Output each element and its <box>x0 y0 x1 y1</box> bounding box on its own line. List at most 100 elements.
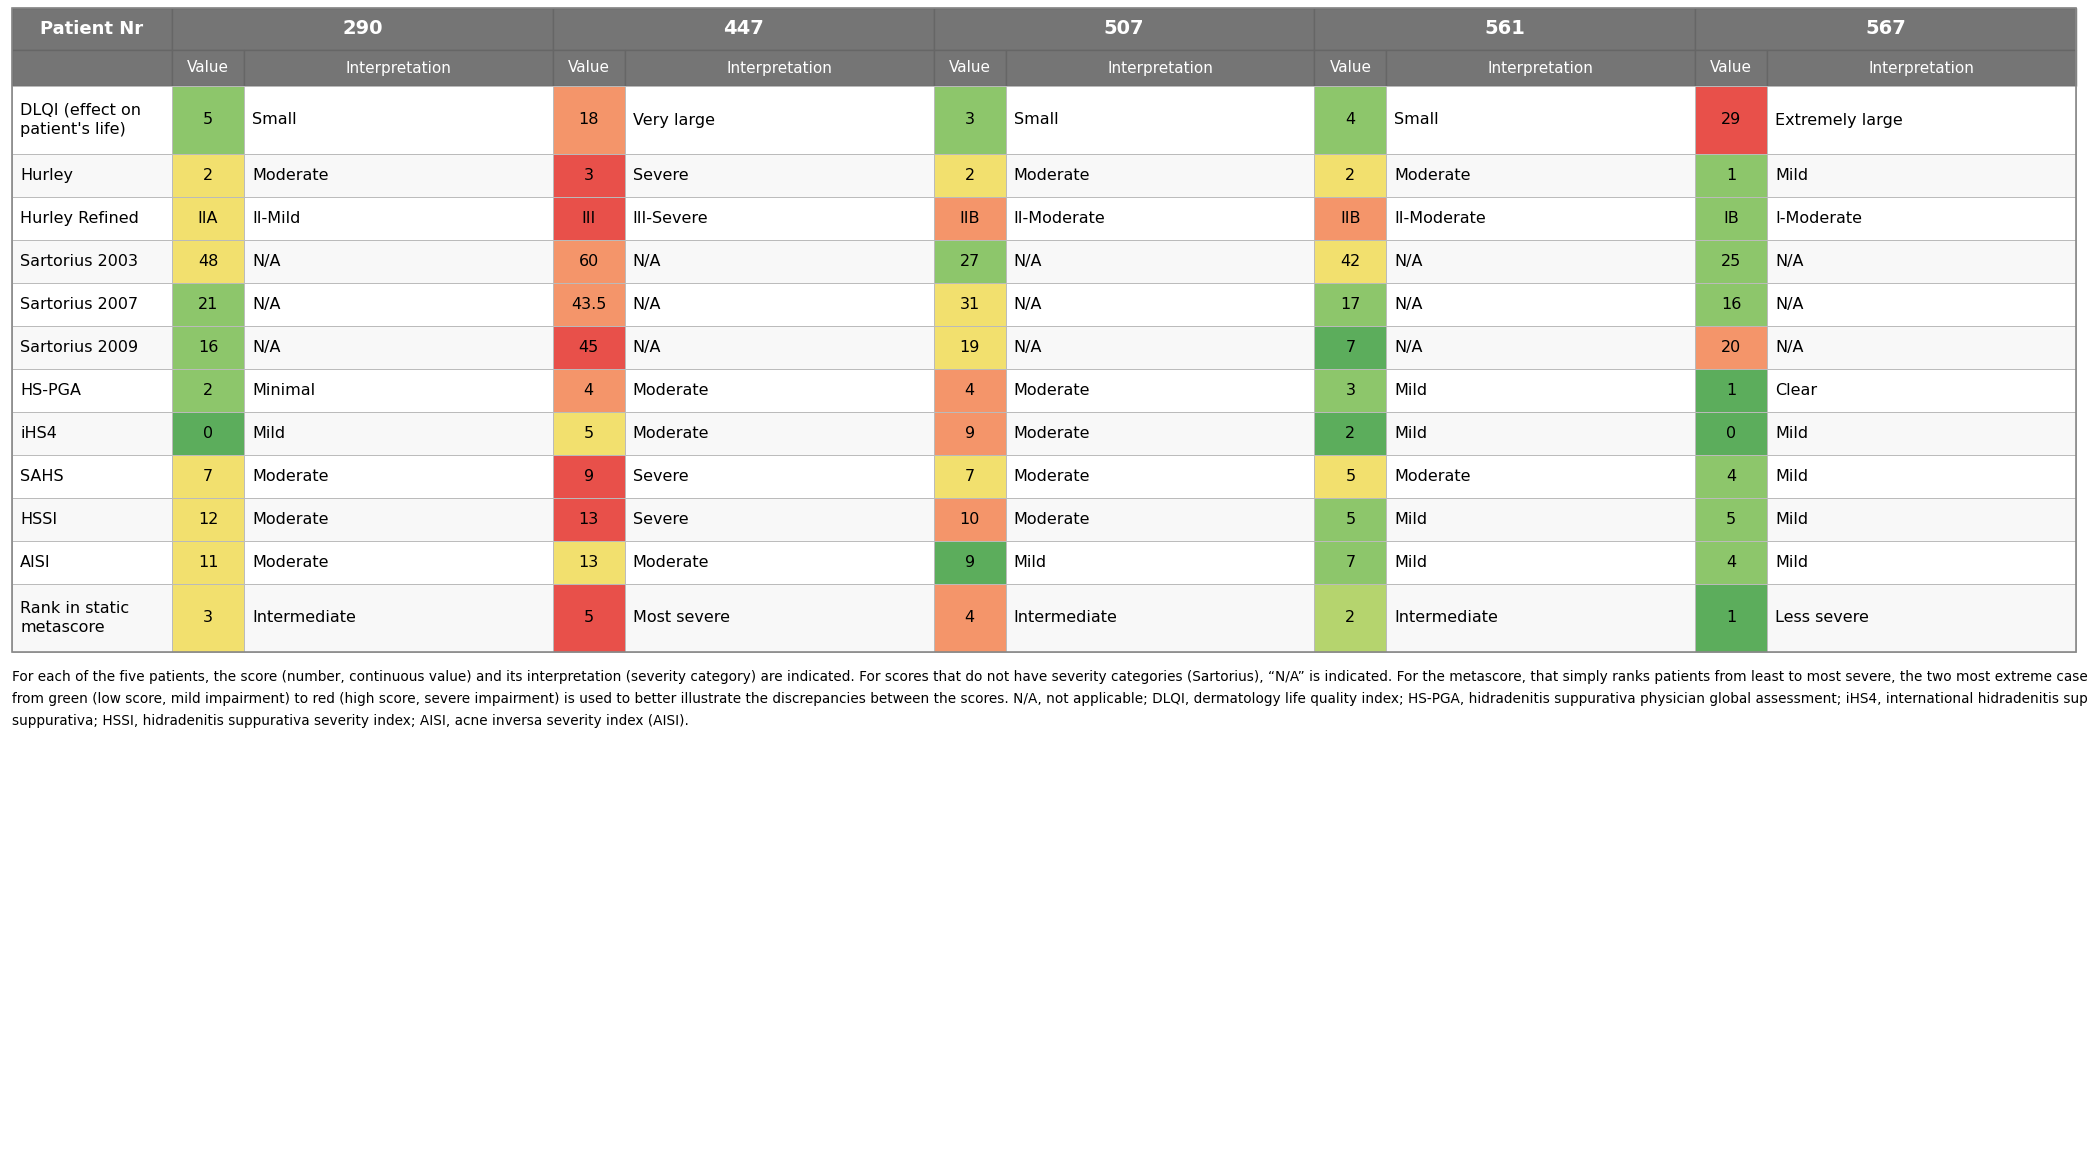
Bar <box>1695 369 1766 412</box>
Bar <box>624 326 933 369</box>
Text: For each of the five patients, the score (number, continuous value) and its inte: For each of the five patients, the score… <box>13 670 2088 728</box>
Bar <box>1766 154 2075 197</box>
Text: 4: 4 <box>1727 555 1737 570</box>
Bar <box>1695 154 1766 197</box>
Bar <box>1695 412 1766 455</box>
Bar <box>13 154 171 197</box>
Text: Interpretation: Interpretation <box>1869 61 1975 75</box>
Text: N/A: N/A <box>1395 255 1422 269</box>
Bar <box>1386 412 1695 455</box>
Text: Moderate: Moderate <box>633 384 710 398</box>
Bar <box>1315 499 1386 541</box>
Bar <box>1006 499 1315 541</box>
Text: IB: IB <box>1723 211 1739 226</box>
Bar <box>553 197 624 240</box>
Bar <box>624 455 933 499</box>
Bar <box>1315 584 1386 652</box>
Text: 9: 9 <box>965 555 975 570</box>
Text: N/A: N/A <box>253 297 280 312</box>
Bar <box>624 369 933 412</box>
Bar <box>553 541 624 584</box>
Text: 7: 7 <box>1345 555 1355 570</box>
Bar <box>1386 541 1695 584</box>
Text: 4: 4 <box>965 384 975 398</box>
Bar <box>1006 283 1315 326</box>
Bar <box>244 541 553 584</box>
Bar <box>553 326 624 369</box>
Text: 20: 20 <box>1721 340 1741 355</box>
Bar <box>624 240 933 283</box>
Text: Clear: Clear <box>1775 384 1817 398</box>
Bar <box>1315 326 1386 369</box>
Bar <box>171 541 244 584</box>
Text: IIB: IIB <box>1340 211 1361 226</box>
Text: Mild: Mild <box>1775 555 1808 570</box>
Text: 13: 13 <box>578 555 599 570</box>
Bar <box>933 455 1006 499</box>
Bar <box>553 154 624 197</box>
Bar <box>13 455 171 499</box>
Bar <box>171 455 244 499</box>
Text: Mild: Mild <box>1395 384 1428 398</box>
Bar <box>171 369 244 412</box>
Bar <box>933 197 1006 240</box>
Bar <box>553 584 624 652</box>
Bar <box>933 326 1006 369</box>
Bar <box>1315 86 1386 154</box>
Bar <box>933 499 1006 541</box>
Bar <box>1695 8 2075 50</box>
Bar <box>624 283 933 326</box>
Text: Moderate: Moderate <box>633 555 710 570</box>
Bar <box>1695 283 1766 326</box>
Text: Very large: Very large <box>633 113 714 128</box>
Text: 12: 12 <box>198 511 217 527</box>
Bar <box>1315 412 1386 455</box>
Text: Minimal: Minimal <box>253 384 315 398</box>
Text: Patient Nr: Patient Nr <box>40 20 144 38</box>
Bar <box>13 499 171 541</box>
Text: 2: 2 <box>203 384 213 398</box>
Text: Mild: Mild <box>1013 555 1046 570</box>
Bar <box>171 326 244 369</box>
Bar <box>624 197 933 240</box>
Bar <box>1006 86 1315 154</box>
Bar <box>1766 369 2075 412</box>
Text: 4: 4 <box>1345 113 1355 128</box>
Bar <box>1315 240 1386 283</box>
Bar <box>624 86 933 154</box>
Text: DLQI (effect on
patient's life): DLQI (effect on patient's life) <box>21 103 142 137</box>
Text: 3: 3 <box>203 610 213 625</box>
Bar <box>1695 240 1766 283</box>
Text: 1: 1 <box>1727 610 1737 625</box>
Text: 3: 3 <box>1345 384 1355 398</box>
Text: Intermediate: Intermediate <box>253 610 355 625</box>
Text: 60: 60 <box>578 255 599 269</box>
Text: Moderate: Moderate <box>633 426 710 441</box>
Text: N/A: N/A <box>633 297 662 312</box>
Text: Value: Value <box>1330 61 1372 75</box>
Text: Less severe: Less severe <box>1775 610 1869 625</box>
Bar <box>1006 240 1315 283</box>
Text: 48: 48 <box>198 255 217 269</box>
Text: 5: 5 <box>585 610 593 625</box>
Bar <box>13 86 171 154</box>
Bar <box>244 499 553 541</box>
Text: 4: 4 <box>965 610 975 625</box>
Text: N/A: N/A <box>1775 297 1804 312</box>
Bar <box>171 584 244 652</box>
Bar <box>624 50 933 86</box>
Bar <box>933 86 1006 154</box>
Text: iHS4: iHS4 <box>21 426 56 441</box>
Bar <box>1766 499 2075 541</box>
Bar <box>624 412 933 455</box>
Text: 567: 567 <box>1865 20 1906 39</box>
Bar <box>553 240 624 283</box>
Bar <box>171 154 244 197</box>
Bar <box>1006 584 1315 652</box>
Text: 447: 447 <box>722 20 764 39</box>
Bar <box>933 50 1006 86</box>
Bar <box>1315 8 1695 50</box>
Text: N/A: N/A <box>1013 340 1042 355</box>
Bar <box>1315 50 1386 86</box>
Text: N/A: N/A <box>1395 340 1422 355</box>
